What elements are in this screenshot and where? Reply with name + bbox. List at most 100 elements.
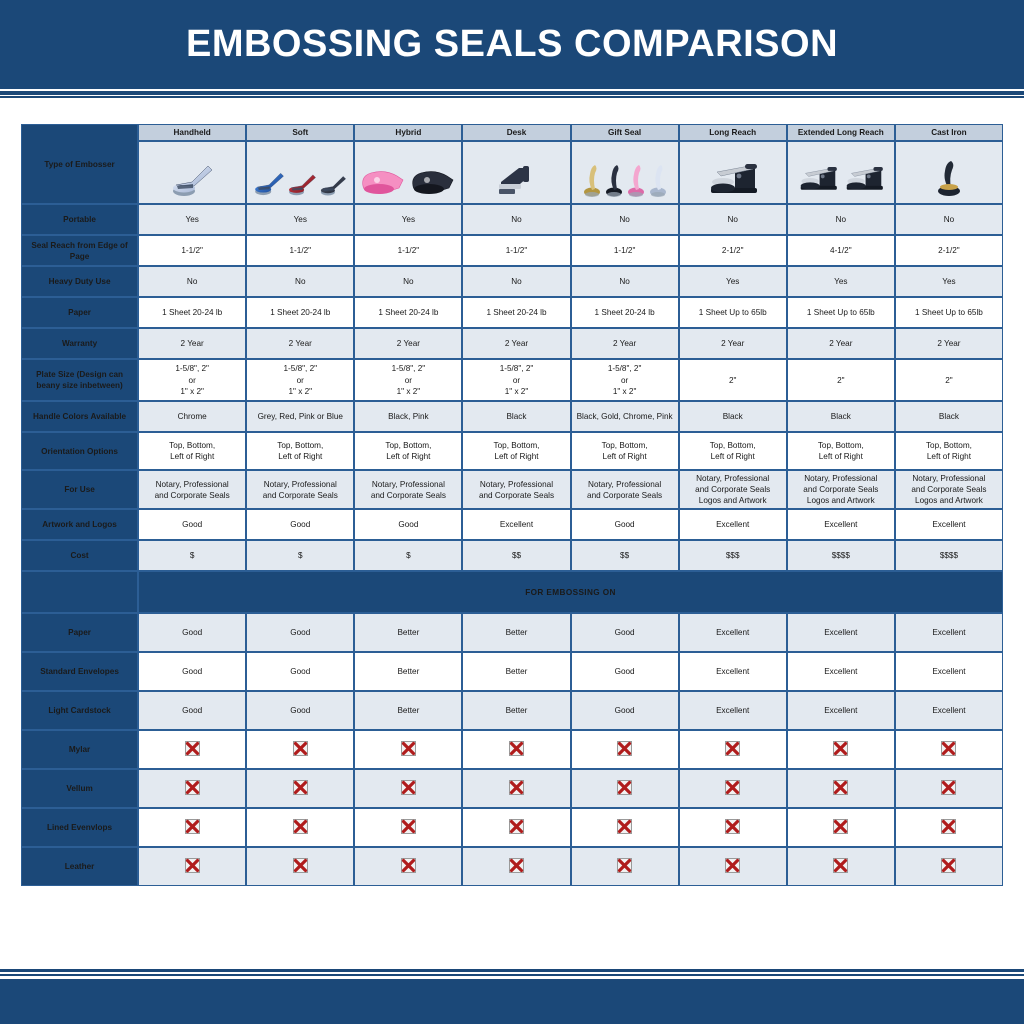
cell-line: and Corporate Seals [370, 490, 446, 500]
cell-line: 2" [728, 375, 737, 385]
cell: 1-5/8", 2" or 1" x 2" [570, 359, 679, 402]
cell-line: No [295, 277, 306, 287]
row-label-plate-size-design-can-beany-size-inbetween: Plate Size (Design can beany size inbetw… [21, 359, 139, 402]
cell: 1 Sheet 20-24 lb [462, 297, 571, 329]
cell: 2 Year [894, 328, 1003, 360]
cell [462, 730, 571, 770]
broken-image-icon [508, 740, 524, 756]
cell-line: or [404, 375, 413, 385]
table-row: Cost $ $ $ $$ $$ $$$ $$$$ $$$$ [21, 540, 1003, 572]
header-divider-bottom [0, 96, 1024, 98]
row-label-paper: Paper [21, 297, 139, 329]
cell: Top, Bottom, Left of Right [786, 432, 895, 471]
cell: Notary, Professional and Corporate Seals L… [894, 470, 1003, 510]
cell: Excellent [894, 691, 1003, 731]
column-header-handheld: Handheld [138, 124, 247, 142]
cell-line: Better [505, 628, 528, 638]
cell [354, 847, 463, 887]
table-row: Portable Yes Yes Yes No No No No No [21, 204, 1003, 236]
cell-line: No [186, 277, 198, 287]
broken-image-icon [725, 779, 741, 795]
cell-line: Black, Gold, Chrome, Pink [576, 412, 673, 422]
cell-line: 2 Year [937, 339, 961, 349]
cell-line: Excellent [716, 628, 750, 638]
cell: Chrome [138, 401, 247, 433]
cell-line: 2 Year [180, 339, 204, 349]
cell-line: Excellent [716, 520, 750, 530]
cell: Excellent [894, 613, 1003, 653]
cell-line: 1 Sheet 20-24 lb [378, 308, 439, 318]
cell: Good [138, 509, 247, 541]
cell [246, 847, 355, 887]
cell: 1 Sheet 20-24 lb [570, 297, 679, 329]
cell: Excellent [786, 613, 895, 653]
cell-line: No [835, 215, 847, 225]
hybrid-embosser-image [354, 141, 463, 205]
cell-line: 2-1/2" [938, 246, 960, 256]
cell-line: and Corporate Seals [478, 490, 555, 500]
broken-image-icon [184, 857, 200, 873]
cell-line: 2 Year [829, 339, 853, 349]
cell-line: 1-5/8", 2" [175, 364, 209, 374]
row-label-heavy-duty-use: Heavy Duty Use [21, 266, 139, 298]
gift-seal-embosser-image [570, 141, 679, 205]
cell: Black [786, 401, 895, 433]
cell [570, 808, 679, 848]
cell-line: 1 Sheet 20-24 lb [162, 308, 223, 318]
broken-image-icon [833, 779, 849, 795]
broken-image-icon [941, 818, 957, 834]
cell: Top, Bottom, Left of Right [894, 432, 1003, 471]
table-row: Vellum [21, 769, 1003, 809]
cell: Good [246, 613, 355, 653]
cell-line: No [619, 277, 630, 287]
comparison-table-body: Type of Embosser Handheld Soft Hybrid Desk Gi… [21, 124, 1003, 887]
cell-line: $ [406, 551, 411, 561]
broken-image-icon [833, 857, 849, 873]
page-footer-banner [0, 979, 1024, 1024]
row-label-artwork-and-logos: Artwork and Logos [21, 509, 139, 541]
cell-line: Yes [726, 277, 740, 287]
cell-line: $ [189, 551, 195, 561]
cell-line: 1-1/2" [397, 246, 420, 256]
broken-image-icon [833, 740, 849, 756]
cell: Excellent [786, 652, 895, 692]
broken-image-icon [292, 857, 308, 873]
table-row: Leather [21, 847, 1003, 887]
cell-line: or [296, 375, 304, 385]
cell [246, 808, 355, 848]
cell-line: Good [290, 667, 311, 677]
cell: Good [138, 613, 247, 653]
column-header-soft: Soft [246, 124, 355, 142]
cell [894, 847, 1003, 887]
cell: Yes [678, 266, 787, 298]
cell-line: and Corporate Seals [587, 490, 663, 500]
cell-line: Excellent [824, 667, 858, 677]
broken-image-icon [833, 818, 849, 834]
cell-line: 1 Sheet 20-24 lb [594, 308, 655, 318]
cell-line: 1-1/2" [505, 246, 528, 256]
cell: $ [354, 540, 463, 572]
cell [246, 730, 355, 770]
cell: 2 Year [570, 328, 679, 360]
cell-line: 1-5/8", 2" [499, 364, 534, 374]
cell: Top, Bottom, Left of Right [462, 432, 571, 471]
footer-divider-top [0, 969, 1024, 972]
cell-line: Yes [185, 215, 199, 225]
cell: Notary, Professional and Corporate Seals L… [678, 470, 787, 510]
cell: Better [462, 691, 571, 731]
cell-line: 1-5/8", 2" [391, 364, 426, 374]
column-header-gift-seal: Gift Seal [570, 124, 679, 142]
cell-line: 1 Sheet Up to 65lb [698, 308, 767, 318]
broken-image-icon [617, 857, 633, 873]
broken-image-icon [184, 818, 200, 834]
cell: Excellent [678, 613, 787, 653]
cell [786, 847, 895, 887]
cell-line: Yes [401, 215, 416, 225]
cell-line: Notary, Professional [696, 474, 770, 484]
cell-line: Better [397, 667, 420, 677]
cell-line: 1 Sheet 20-24 lb [270, 308, 331, 318]
cell [570, 769, 679, 809]
cell-line: $ [297, 551, 303, 561]
cell-line: Good [290, 628, 311, 638]
cell-line: Top, Bottom, [601, 441, 648, 450]
